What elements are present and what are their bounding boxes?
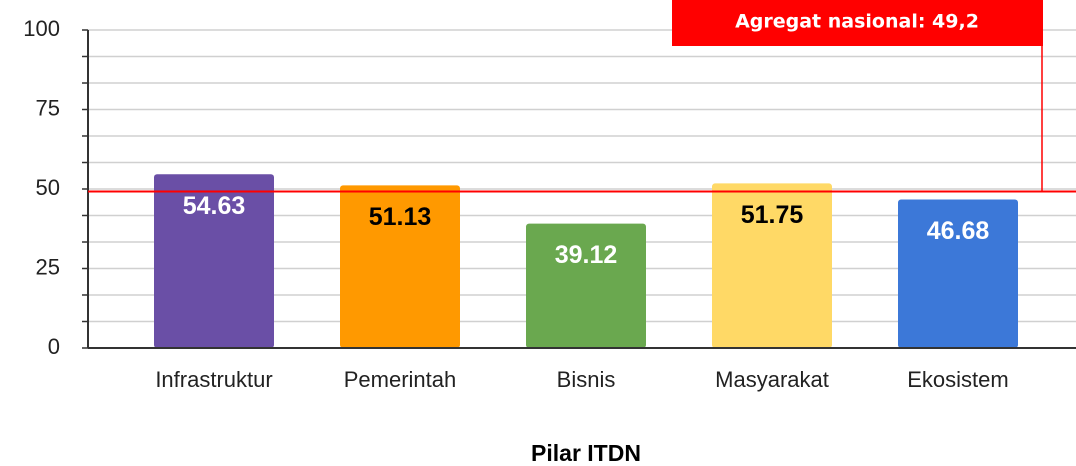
bar: [712, 183, 832, 348]
y-tick-label: 50: [36, 175, 60, 200]
x-axis-title: Pilar ITDN: [531, 440, 641, 466]
bar: [154, 174, 274, 348]
x-tick-label: Masyarakat: [715, 367, 829, 392]
annotation-label: Agregat nasional: 49,2: [735, 11, 979, 33]
value-label: 39.12: [555, 241, 618, 269]
y-tick-label: 100: [23, 16, 60, 41]
x-tick-label: Pemerintah: [344, 367, 457, 392]
value-label: 51.13: [369, 203, 432, 231]
bar: [340, 185, 460, 348]
y-tick-label: 0: [48, 334, 60, 359]
y-tick-label: 25: [36, 254, 60, 279]
bar: [526, 223, 646, 348]
x-tick-label: Infrastruktur: [155, 367, 272, 392]
value-label: 46.68: [927, 217, 990, 245]
annotation-box: [672, 0, 1043, 46]
x-tick-label: Bisnis: [557, 367, 616, 392]
value-label: 51.75: [741, 201, 804, 229]
y-tick-label: 75: [36, 95, 60, 120]
value-label: 54.63: [183, 192, 246, 220]
bar: [898, 199, 1018, 348]
x-tick-label: Ekosistem: [907, 367, 1008, 392]
